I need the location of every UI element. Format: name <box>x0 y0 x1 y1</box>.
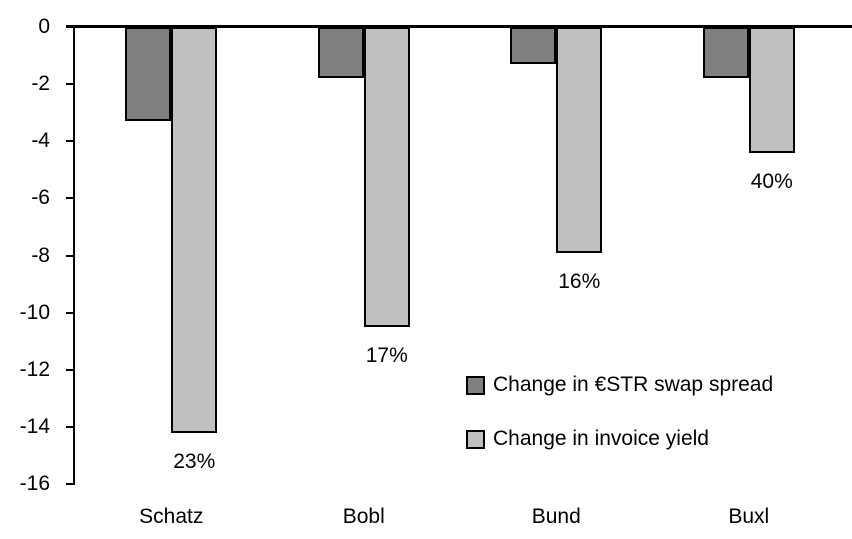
y-tick-label: -10 <box>19 300 50 324</box>
y-tick-mark <box>66 368 75 371</box>
y-tick-label: -8 <box>31 243 50 267</box>
y-tick-label: -4 <box>31 129 50 153</box>
y-tick-mark <box>66 254 75 257</box>
legend-item-series1: Change in €STR swap spread <box>466 373 773 397</box>
y-tick-label: -2 <box>31 72 50 96</box>
y-tick-mark <box>66 425 75 428</box>
bar-series2-bund <box>556 27 603 253</box>
x-axis-label-buxl: Buxl <box>728 505 770 528</box>
legend-item-series2: Change in invoice yield <box>466 427 773 451</box>
legend-label: Change in €STR swap spread <box>493 373 774 396</box>
zero-axis-line <box>66 25 852 28</box>
data-label-bund: 16% <box>558 269 601 293</box>
data-label-bobl: 17% <box>365 343 408 367</box>
legend-label: Change in invoice yield <box>493 427 709 450</box>
y-tick-mark <box>66 483 75 485</box>
y-tick-mark <box>66 311 75 314</box>
bar-series2-bobl <box>363 27 410 327</box>
y-tick-label: 0 <box>38 15 50 38</box>
bar-series1-bund <box>510 27 557 65</box>
bar-series1-bobl <box>317 27 364 79</box>
legend-swatch-icon <box>466 375 485 395</box>
y-tick-mark <box>66 83 75 86</box>
y-tick-label: -16 <box>19 472 50 495</box>
legend: Change in €STR swap spread Change in invo… <box>466 373 773 451</box>
y-tick-label: -12 <box>19 357 50 381</box>
y-tick-label: -6 <box>31 186 50 210</box>
data-label-schatz: 23% <box>173 449 216 473</box>
x-axis-label-bund: Bund <box>531 505 581 528</box>
bar-series2-buxl <box>748 27 795 153</box>
x-axis-label-bobl: Bobl <box>342 505 385 528</box>
y-tick-mark <box>66 140 75 143</box>
y-tick-label: -14 <box>19 414 50 438</box>
data-label-buxl: 40% <box>750 169 793 193</box>
y-axis-line <box>73 26 75 485</box>
bar-series2-schatz <box>171 27 218 433</box>
y-tick-mark <box>66 197 75 200</box>
bar-series1-schatz <box>125 27 172 122</box>
x-axis-label-schatz: Schatz <box>139 505 204 528</box>
legend-swatch-icon <box>466 429 485 449</box>
bar-series1-buxl <box>702 27 749 79</box>
